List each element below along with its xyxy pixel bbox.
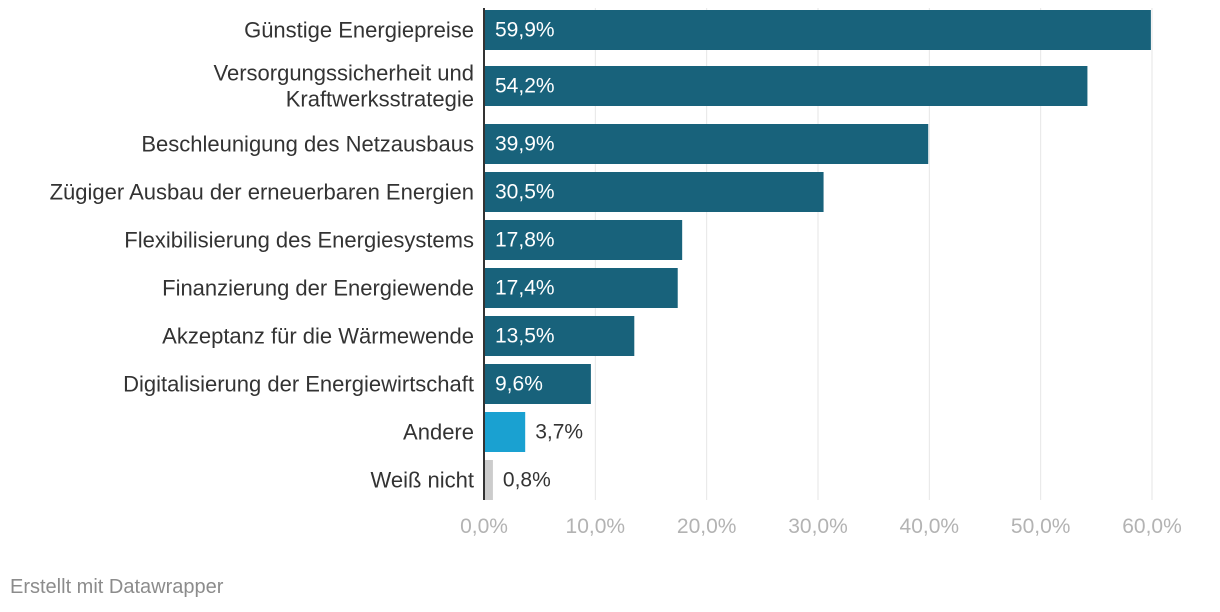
- bar-chart: Günstige Energiepreise Versorgungssicherh…: [50, 8, 1182, 538]
- value-labels: 59,9% 54,2% 39,9% 30,5% 17,8% 17,4% 13,5% 9,6% 3…: [495, 19, 583, 492]
- category-label: Finanzierung der Energiewende: [162, 276, 474, 301]
- category-label: Digitalisierung der Energiewirtschaft: [123, 372, 474, 397]
- value-label: 17,8%: [495, 229, 555, 252]
- category-label: Andere: [403, 420, 474, 445]
- bar: [484, 172, 824, 212]
- bar: [484, 316, 635, 356]
- value-label: 59,9%: [495, 19, 555, 42]
- category-label: Versorgungssicherheit und Kraftwerksstrat…: [214, 61, 475, 112]
- x-tick-label: 20,0%: [677, 515, 737, 538]
- bar: [484, 220, 683, 260]
- bar: [484, 124, 929, 164]
- x-tick-label: 30,0%: [788, 515, 848, 538]
- value-label: 13,5%: [495, 325, 555, 348]
- bars: [484, 10, 1151, 500]
- category-label: Günstige Energiepreise: [244, 18, 474, 43]
- x-tick-label: 10,0%: [566, 515, 626, 538]
- bar: [484, 412, 526, 452]
- category-label: Beschleunigung des Netzausbaus: [141, 132, 474, 157]
- category-label: Weiß nicht: [370, 468, 474, 493]
- footer-credit: Erstellt mit Datawrapper: [10, 576, 224, 598]
- x-tick-label: 60,0%: [1122, 515, 1182, 538]
- value-label: 3,7%: [535, 421, 583, 444]
- value-label: 54,2%: [495, 75, 555, 98]
- category-label: Zügiger Ausbau der erneuerbaren Energien: [50, 180, 474, 205]
- category-labels: Günstige Energiepreise Versorgungssicherh…: [50, 18, 474, 493]
- x-tick-label: 0,0%: [460, 515, 508, 538]
- bar: [484, 364, 591, 404]
- value-label: 0,8%: [503, 469, 551, 492]
- x-tick-labels: 0,0% 10,0% 20,0% 30,0% 40,0% 50,0% 60,0%: [460, 515, 1182, 538]
- x-tick-label: 50,0%: [1011, 515, 1071, 538]
- bar: [484, 460, 493, 500]
- value-label: 30,5%: [495, 181, 555, 204]
- value-label: 39,9%: [495, 133, 555, 156]
- bar: [484, 10, 1151, 50]
- x-tick-label: 40,0%: [900, 515, 960, 538]
- bar: [484, 268, 678, 308]
- category-label: Akzeptanz für die Wärmewende: [162, 324, 474, 349]
- category-label: Flexibilisierung des Energiesystems: [124, 228, 474, 253]
- value-label: 17,4%: [495, 277, 555, 300]
- bar: [484, 66, 1088, 106]
- value-label: 9,6%: [495, 373, 543, 396]
